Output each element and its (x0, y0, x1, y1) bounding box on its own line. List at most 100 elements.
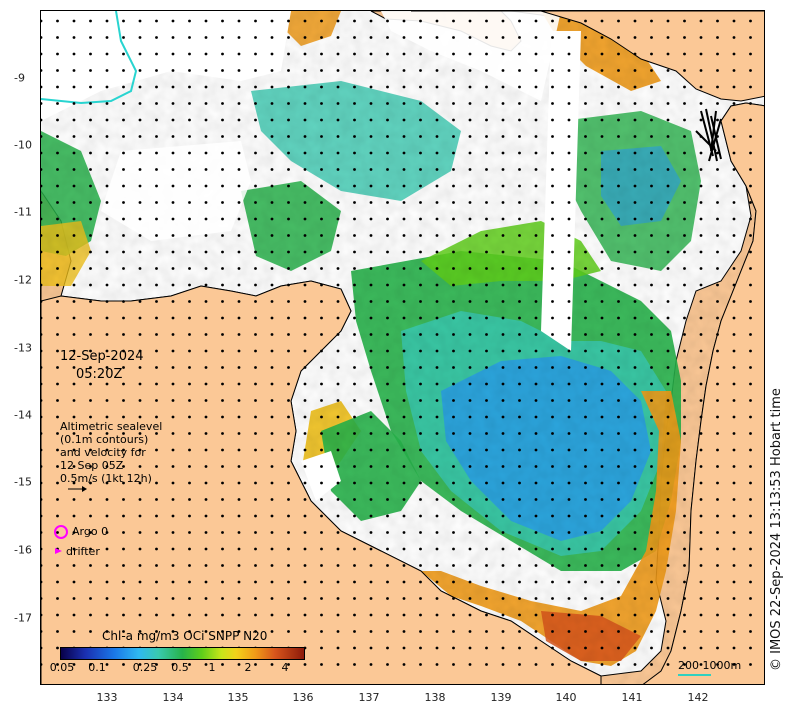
velocity-dot (287, 69, 290, 72)
velocity-dot (485, 333, 488, 336)
velocity-dot (485, 382, 488, 386)
velocity-dot (369, 135, 373, 138)
velocity-dot (105, 366, 109, 369)
map-frame (40, 10, 765, 685)
velocity-dot (435, 333, 439, 336)
velocity-dot (650, 19, 653, 23)
velocity-dot (72, 366, 76, 369)
velocity-dot (188, 613, 191, 617)
longitude-label: 139 (490, 691, 512, 704)
velocity-dot (584, 151, 587, 155)
velocity-dot (171, 630, 175, 633)
velocity-dot (650, 151, 653, 155)
latitude-label: -15 (14, 475, 32, 489)
velocity-dot (683, 85, 686, 89)
velocity-dot (683, 69, 686, 72)
velocity-dot (353, 19, 356, 23)
velocity-dot (650, 85, 653, 89)
velocity-dot (419, 481, 422, 485)
velocity-dot (270, 36, 274, 39)
velocity-dot (171, 201, 175, 204)
velocity-dot (551, 168, 554, 171)
velocity-dot (353, 52, 356, 56)
velocity-dot (534, 250, 538, 254)
velocity-dot (617, 118, 620, 122)
velocity-dot (699, 333, 703, 336)
velocity-dot (72, 300, 76, 303)
velocity-dot (72, 333, 76, 336)
velocity-dot (534, 168, 538, 171)
velocity-dot (617, 349, 620, 353)
velocity-dot (534, 547, 538, 551)
velocity-dot (650, 382, 653, 386)
velocity-dot (303, 564, 307, 567)
velocity-dot (650, 547, 653, 551)
velocity-dot (138, 382, 142, 386)
velocity-dot (600, 333, 604, 336)
velocity-dot (402, 333, 406, 336)
velocity-dot (749, 366, 752, 369)
velocity-dot (155, 151, 158, 155)
velocity-dot (567, 613, 571, 617)
velocity-dot (320, 432, 323, 435)
velocity-dot (171, 19, 175, 23)
velocity-dot (600, 316, 604, 320)
velocity-dot (534, 234, 538, 237)
velocity-dot (551, 399, 554, 402)
velocity-dot (584, 630, 587, 633)
velocity-dot (749, 316, 752, 320)
velocity-dot (336, 613, 340, 617)
velocity-dot (617, 531, 620, 534)
velocity-dot (452, 514, 455, 518)
velocity-dot (41, 283, 43, 287)
velocity-dot (89, 118, 92, 122)
velocity-dot (138, 514, 142, 518)
velocity-dot (369, 267, 373, 270)
velocity-dot (518, 415, 521, 419)
velocity-dot (518, 333, 521, 336)
velocity-dot (716, 85, 719, 89)
velocity-dot (270, 448, 274, 452)
velocity-dot (303, 663, 307, 666)
velocity-dot (749, 217, 752, 221)
velocity-dot (105, 69, 109, 72)
velocity-dot (270, 217, 274, 221)
velocity-dot (254, 514, 257, 518)
velocity-dot (138, 465, 142, 468)
velocity-dot (666, 349, 670, 353)
velocity-dot (600, 613, 604, 617)
velocity-dot (56, 630, 59, 633)
velocity-dot (237, 85, 241, 89)
longitude-label: 142 (687, 691, 709, 704)
velocity-dot (171, 613, 175, 617)
velocity-dot (633, 333, 637, 336)
velocity-dot (188, 465, 191, 468)
velocity-dot (534, 217, 538, 221)
velocity-dot (468, 300, 472, 303)
velocity-dot (501, 498, 505, 501)
velocity-dot (336, 102, 340, 105)
velocity-dot (270, 580, 274, 584)
velocity-dot (666, 283, 670, 287)
velocity-dot (369, 531, 373, 534)
velocity-dot (485, 498, 488, 501)
velocity-dot (666, 399, 670, 402)
velocity-dot (336, 267, 340, 270)
velocity-dot (600, 234, 604, 237)
velocity-dot (138, 415, 142, 419)
velocity-dot (188, 118, 191, 122)
velocity-dot (617, 514, 620, 518)
velocity-dot (650, 646, 653, 650)
velocity-dot (336, 382, 340, 386)
velocity-dot (254, 234, 257, 237)
colorbar (60, 647, 305, 660)
velocity-dot (204, 151, 208, 155)
velocity-dot (221, 498, 224, 501)
velocity-dot (369, 69, 373, 72)
velocity-dot (221, 333, 224, 336)
velocity-dot (699, 514, 703, 518)
velocity-dot (171, 597, 175, 600)
velocity-dot (435, 250, 439, 254)
velocity-dot (501, 613, 505, 617)
velocity-dot (419, 514, 422, 518)
